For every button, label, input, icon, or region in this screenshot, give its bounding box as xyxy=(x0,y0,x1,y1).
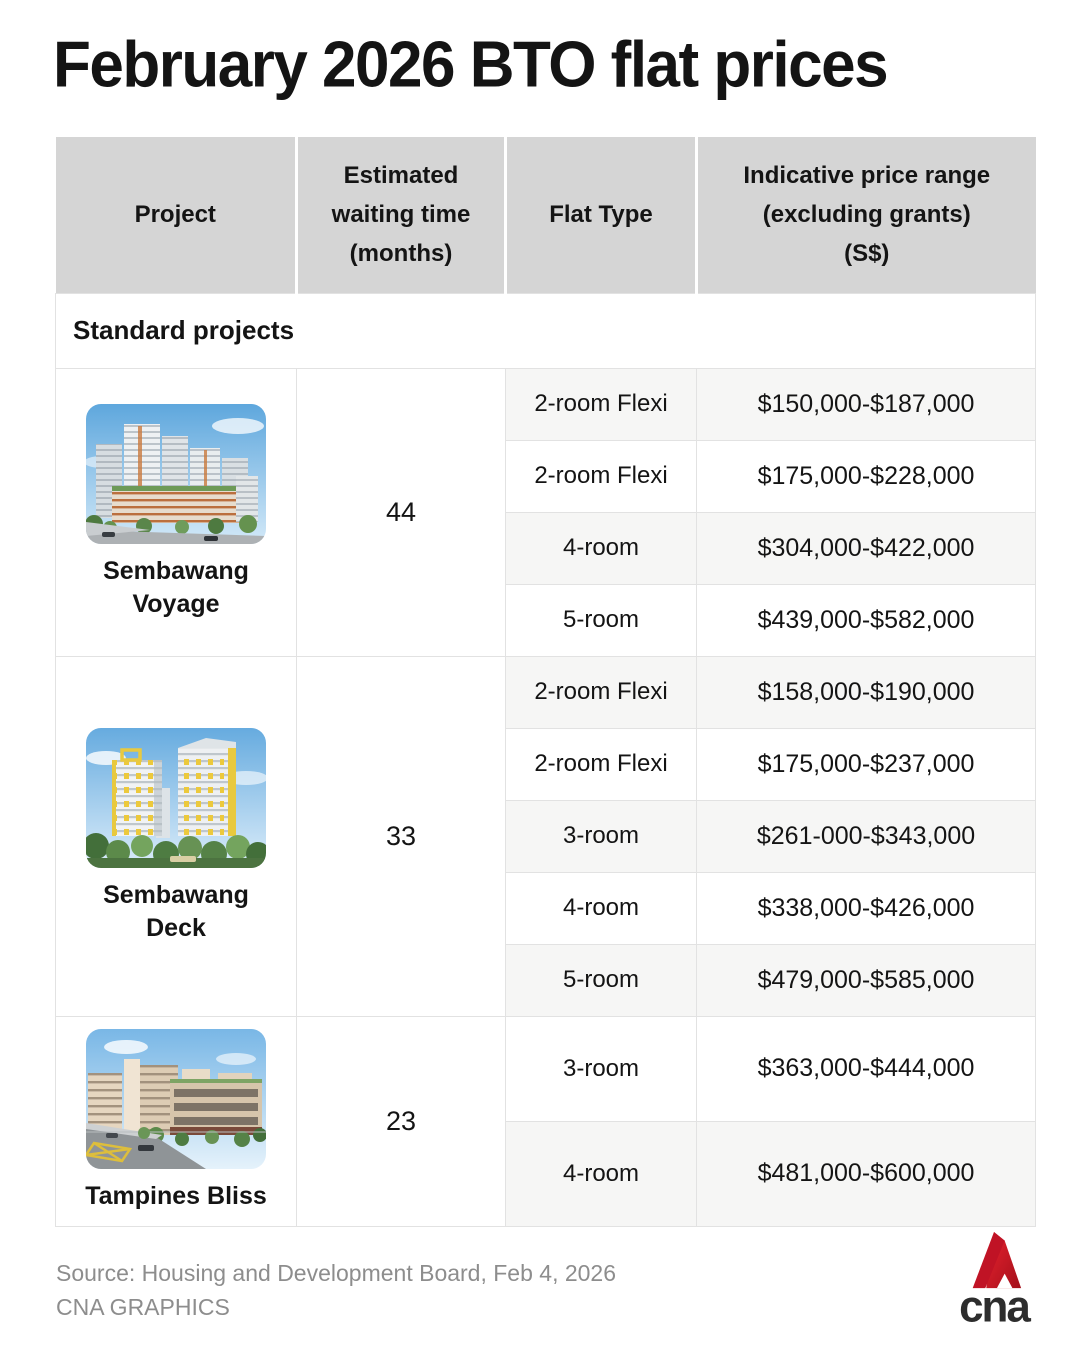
graphics-credit: CNA GRAPHICS xyxy=(56,1294,230,1320)
price-range-value: $479,000-$585,000 xyxy=(696,943,1036,1017)
waiting-time-value: 44 xyxy=(296,367,506,657)
price-range-value: $439,000-$582,000 xyxy=(696,583,1036,657)
column-header: Estimated waiting time (months) xyxy=(295,137,506,293)
tampines-bliss-photo xyxy=(86,1029,266,1169)
bto-price-table: Project Estimated waiting time (months) Flat… xyxy=(55,137,1036,1227)
sembawang-deck-photo xyxy=(86,727,266,868)
table-row: 4-room $481,000-$600,000 xyxy=(56,1120,1036,1227)
cna-logo-icon xyxy=(972,1231,1022,1289)
project-cell: Sembawang Deck xyxy=(55,655,297,1017)
price-range-value: $481,000-$600,000 xyxy=(696,1120,1036,1227)
section-label: Standard projects xyxy=(55,292,1036,369)
table-row: Sembawang Voyage 44 2-room Flexi $150,000-$1… xyxy=(55,367,1036,657)
sembawang-voyage-photo xyxy=(86,403,266,544)
table-row: Sembawang Deck 33 2-room Flexi $158,000-$190… xyxy=(55,655,1036,1017)
price-range-value: $338,000-$426,000 xyxy=(696,871,1036,945)
flat-type-value: 2-room Flexi xyxy=(505,439,697,513)
price-range-value: $261-000-$343,000 xyxy=(696,799,1036,873)
price-range-value: $158,000-$190,000 xyxy=(696,655,1036,729)
table-row: 5-room $439,000-$582,000 xyxy=(56,583,1036,657)
table-body: Standard projects xyxy=(55,292,1036,1227)
flat-type-value: 4-room xyxy=(505,511,697,585)
table-row: 4-room $338,000-$426,000 xyxy=(56,871,1036,945)
column-header: Project xyxy=(55,137,297,293)
table-row: 2-room Flexi $175,000-$228,000 xyxy=(56,439,1036,513)
cna-logo: cna xyxy=(955,1230,1033,1332)
table-header: Project Estimated waiting time (months) Flat… xyxy=(55,137,1036,293)
flat-type-value: 3-room xyxy=(505,1015,697,1122)
column-header: Indicative price range (excluding grants)… xyxy=(695,137,1036,293)
header-row: Project Estimated waiting time (months) Flat… xyxy=(55,137,1036,293)
table-row: Tampines Bliss 23 3-room $363,000-$444,000 xyxy=(55,1015,1036,1227)
price-range-value: $363,000-$444,000 xyxy=(696,1015,1036,1122)
flat-type-value: 2-room Flexi xyxy=(505,367,697,441)
footer: Source: Housing and Development Board, F… xyxy=(56,1256,616,1324)
flat-type-value: 2-room Flexi xyxy=(505,655,697,729)
table-row: 5-room $479,000-$585,000 xyxy=(56,943,1036,1017)
flat-type-value: 3-room xyxy=(505,799,697,873)
table-row: 3-room $261-000-$343,000 xyxy=(56,799,1036,873)
price-range-value: $304,000-$422,000 xyxy=(696,511,1036,585)
project-name: Sembawang Voyage xyxy=(103,556,249,618)
project-name: Sembawang Deck xyxy=(103,880,249,942)
page-title: February 2026 BTO flat prices xyxy=(53,28,889,102)
flat-type-value: 5-room xyxy=(505,583,697,657)
flat-type-value: 5-room xyxy=(505,943,697,1017)
price-range-value: $150,000-$187,000 xyxy=(696,367,1036,441)
column-header: Flat Type xyxy=(504,137,697,293)
flat-type-value: 4-room xyxy=(505,871,697,945)
table-row: 4-room $304,000-$422,000 xyxy=(56,511,1036,585)
flat-type-value: 4-room xyxy=(505,1120,697,1227)
source-note: Source: Housing and Development Board, F… xyxy=(56,1260,617,1286)
waiting-time-value: 33 xyxy=(296,655,506,1017)
section-row: Standard projects xyxy=(55,292,1036,369)
project-cell: Tampines Bliss xyxy=(55,1015,297,1227)
project-cell: Sembawang Voyage xyxy=(55,367,297,657)
flat-type-value: 2-room Flexi xyxy=(505,727,697,801)
table-row: 2-room Flexi $175,000-$237,000 xyxy=(56,727,1036,801)
price-range-value: $175,000-$237,000 xyxy=(696,727,1036,801)
waiting-time-value: 23 xyxy=(296,1015,506,1227)
project-name: Tampines Bliss xyxy=(85,1182,267,1210)
cna-wordmark: cna xyxy=(959,1281,1031,1332)
price-range-value: $175,000-$228,000 xyxy=(696,439,1036,513)
